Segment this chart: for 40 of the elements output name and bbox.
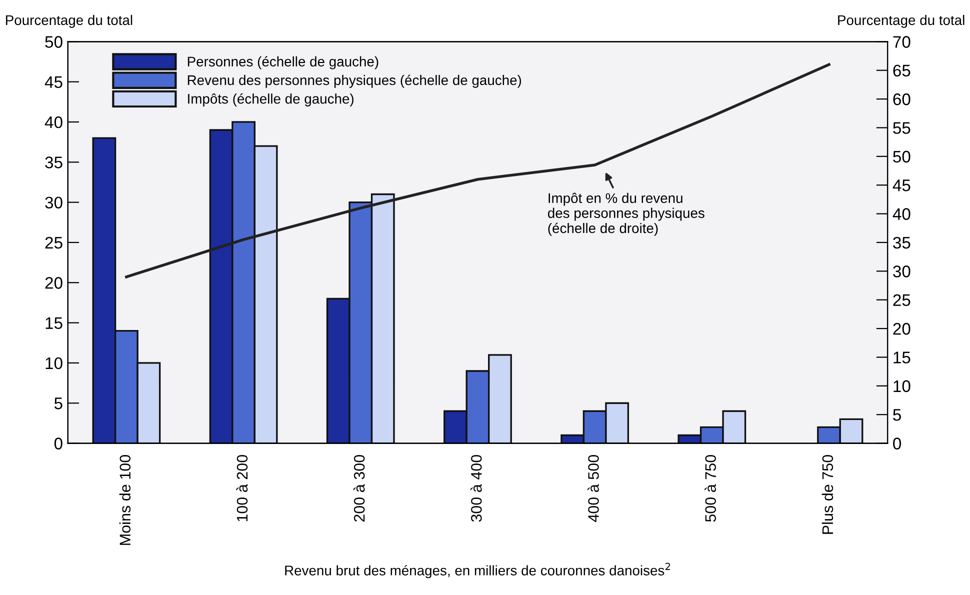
- y-axis-title: Pourcentage du total: [6, 14, 132, 28]
- x-tick-label: 300 à 400: [470, 454, 482, 522]
- x-tick-label: 500 à 750: [704, 454, 716, 522]
- y-tick-label: 0: [54, 438, 62, 450]
- y-tick-label: 20: [45, 277, 62, 289]
- y2-axis-title: Pourcentage du total: [838, 14, 964, 28]
- y2-tick-label: 15: [894, 352, 910, 364]
- y-tick-label: 5: [54, 398, 62, 410]
- x-tick-label: Moins de 100: [119, 454, 131, 545]
- y-tick-label: 10: [46, 357, 62, 370]
- y2-tick-label: 65: [893, 64, 910, 77]
- y2-tick-label: 70: [893, 36, 910, 48]
- x-tick-label: 400 à 500: [588, 454, 599, 522]
- y2-tick-label: 30: [893, 266, 910, 278]
- y2-tick-label: 50: [893, 150, 910, 163]
- y2-tick-label: 20: [893, 322, 910, 335]
- y2-tick-label: 60: [893, 93, 910, 106]
- y-tick-label: 15: [46, 317, 62, 329]
- y-tick-label: 35: [45, 156, 62, 168]
- x-axis-title: Revenu brut des ménages, en milliers de couronnes danoises$^{2}$: [285, 562, 670, 578]
- x-tick-label: 200 à 300: [353, 454, 365, 522]
- y2-tick-label: 55: [893, 122, 910, 134]
- y2-tick-label: 5: [893, 409, 901, 421]
- y-tick-label: 30: [45, 196, 62, 209]
- legend-label: Impôts (échelle de gauche): [188, 93, 354, 106]
- y-tick-label: 25: [45, 236, 62, 249]
- y-tick-label: 50: [45, 36, 62, 48]
- y2-tick-label: 10: [894, 380, 910, 392]
- y2-tick-label: 35: [893, 236, 910, 249]
- y2-tick-label: 25: [893, 294, 910, 306]
- x-tick-label: 100 à 200: [236, 454, 248, 522]
- annotation: Impôt en % du revenu des personnes physiques (échelle de droite): [548, 192, 704, 236]
- y2-tick-label: 40: [892, 208, 910, 220]
- y2-tick-label: 45: [892, 180, 910, 192]
- legend-label: Personnes (échelle de gauche): [188, 56, 378, 70]
- y2-tick-label: 0: [893, 438, 902, 450]
- x-tick-label: Plus de 750: [822, 454, 834, 534]
- y-tick-label: 45: [44, 76, 62, 88]
- legend-label: Revenu des personnes physiques (échelle de gauche): [188, 74, 522, 88]
- y-tick-label: 40: [44, 116, 62, 128]
